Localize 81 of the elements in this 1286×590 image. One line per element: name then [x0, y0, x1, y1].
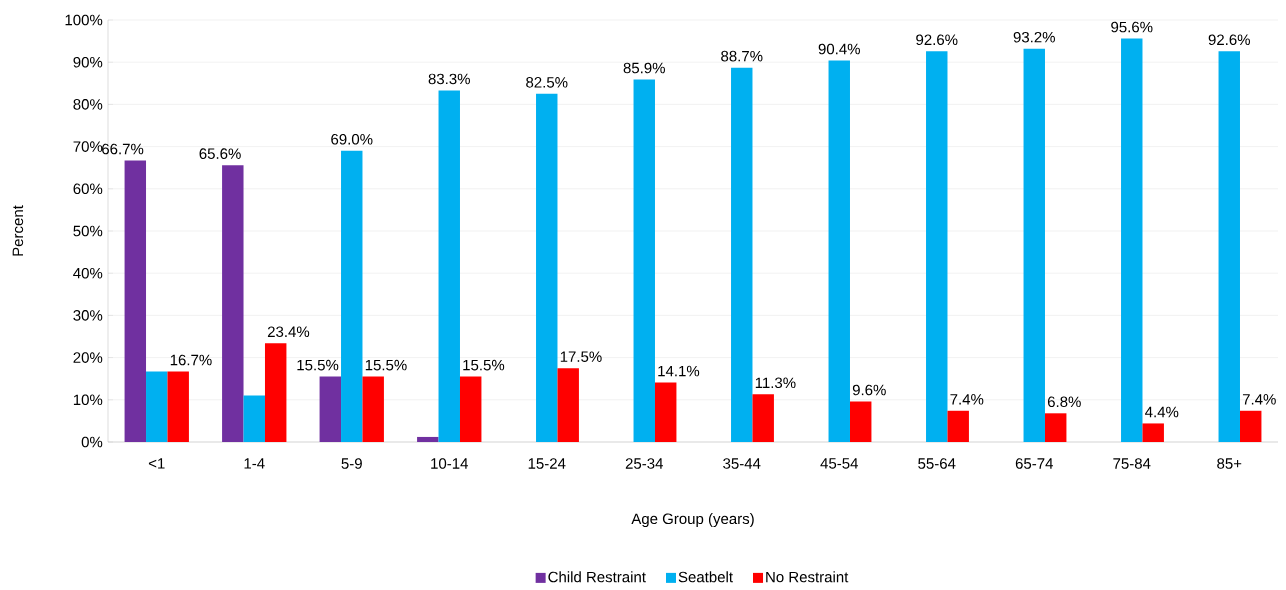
data-label: 88.7% [721, 50, 763, 62]
data-label: 15.5% [297, 359, 339, 371]
bar [1044, 413, 1067, 442]
y-tick-label: 90% [73, 56, 103, 68]
y-tick-label: 30% [73, 310, 103, 321]
bar [167, 371, 189, 442]
legend-label: Seatbelt [678, 571, 733, 583]
data-label: 11.3% [755, 377, 796, 389]
bar [341, 150, 363, 442]
bar [1142, 423, 1164, 442]
data-label: 7.4% [1242, 394, 1276, 405]
x-tick-label: 1-4 [244, 458, 265, 469]
bar [633, 79, 655, 442]
y-tick-label: 100% [65, 14, 103, 26]
data-label: 6.8% [1047, 396, 1081, 408]
data-label: 4.4% [1145, 406, 1179, 418]
x-tick-label: 10-14 [431, 458, 468, 469]
y-tick-label: 50% [73, 225, 103, 237]
y-axis-title: Percent [12, 205, 24, 256]
data-label: 85.9% [623, 62, 665, 74]
bar [459, 376, 482, 442]
data-label: 23.4% [267, 326, 310, 338]
data-label: 93.2% [1013, 31, 1055, 43]
bar [124, 160, 147, 442]
data-label: 82.5% [526, 77, 568, 88]
bar [1023, 48, 1045, 442]
y-tick-label: 40% [73, 267, 103, 279]
bar [264, 343, 287, 442]
x-tick-label: 25-34 [625, 458, 663, 469]
data-label: 69.0% [331, 134, 373, 145]
bar [1218, 51, 1240, 442]
legend-label: No Restraint [766, 571, 849, 583]
bar [731, 67, 753, 442]
bar [947, 410, 969, 442]
x-tick-label: 5-9 [341, 458, 362, 469]
x-tick-label: 65-74 [1015, 458, 1053, 469]
data-label: 17.5% [560, 351, 602, 362]
x-tick-label: 75-84 [1113, 458, 1151, 469]
x-tick-label: 15-24 [528, 458, 566, 469]
x-tick-label: <1 [148, 458, 165, 469]
bar [536, 93, 558, 442]
bar [146, 371, 168, 442]
data-label: 16.7% [170, 354, 212, 366]
bar [417, 436, 439, 442]
data-label: 15.5% [365, 359, 407, 371]
bar [319, 376, 342, 442]
x-tick-label: 55-64 [918, 458, 956, 469]
bar [926, 51, 948, 442]
bar [849, 401, 872, 442]
bar [362, 376, 384, 442]
data-label: 7.4% [950, 394, 984, 405]
y-tick-label: 20% [73, 352, 103, 363]
bar [752, 394, 774, 442]
bar [557, 368, 579, 442]
bar [438, 90, 460, 442]
y-tick-label: 60% [73, 183, 103, 195]
x-tick-label: 85+ [1217, 458, 1242, 469]
x-tick-label: 45-54 [820, 458, 858, 469]
x-axis-title: Age Group (years) [631, 513, 754, 528]
y-tick-label: 10% [73, 394, 103, 406]
data-label: 92.6% [916, 34, 958, 46]
data-label: 15.5% [463, 359, 505, 371]
bar [1239, 410, 1262, 442]
data-label: 66.7% [102, 143, 144, 155]
data-label: 14.1% [658, 365, 700, 377]
data-label: 83.3% [428, 73, 470, 85]
legend-label: Child Restraint [548, 571, 646, 583]
data-label: 65.6% [199, 148, 241, 159]
x-tick-label: 35-44 [723, 458, 761, 469]
bar [222, 165, 244, 442]
bar [243, 395, 265, 442]
bar [828, 60, 850, 442]
y-tick-label: 70% [73, 141, 103, 152]
y-tick-label: 80% [73, 99, 103, 110]
data-label: 9.6% [852, 384, 886, 396]
bar [654, 382, 677, 442]
bar [1121, 38, 1143, 442]
y-tick-label: 0% [81, 436, 103, 448]
data-label: 90.4% [818, 43, 860, 55]
data-label: 95.6% [1111, 21, 1153, 33]
data-label: 92.6% [1208, 34, 1250, 46]
